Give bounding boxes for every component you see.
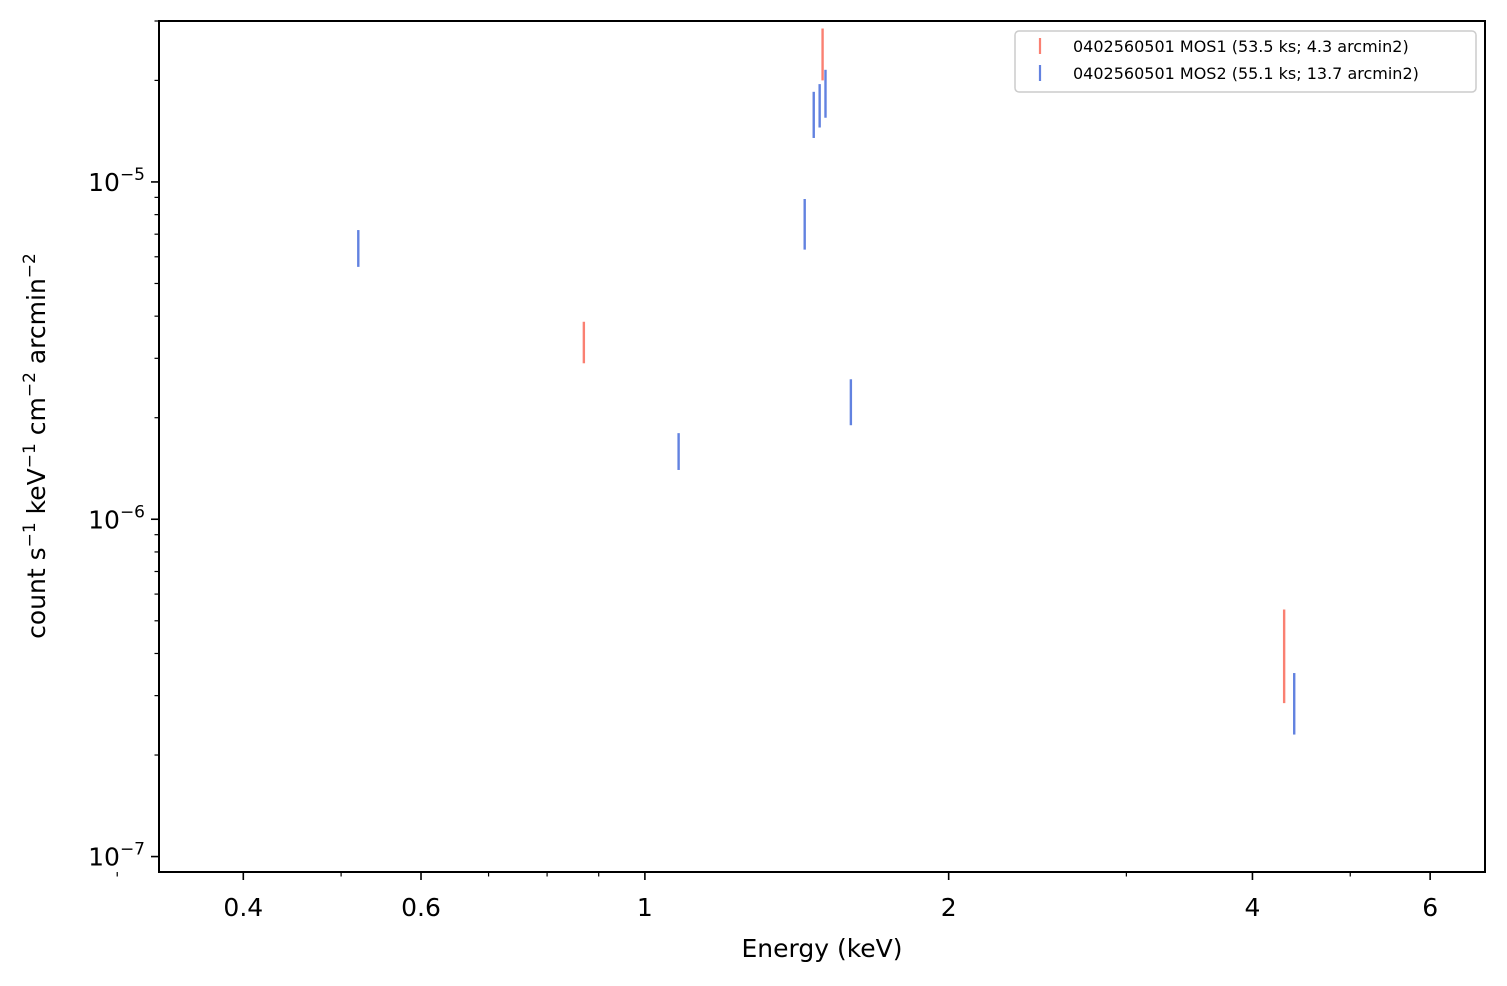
legend-box xyxy=(1014,30,1477,93)
x-axis: 0.4 0.6 1 2 4 6 xyxy=(116,872,1438,922)
legend-label: 0402560501 MOS1 (53.5 ks; 4.3 arcmin2) xyxy=(1073,37,1409,56)
x-tick-label: 1 xyxy=(637,893,653,922)
x-tick-label: 6 xyxy=(1422,893,1438,922)
y-tick-label: 10−7 xyxy=(88,840,145,872)
x-tick-label: 4 xyxy=(1244,893,1260,922)
x-tick-label: 2 xyxy=(941,893,957,922)
y-tick-label: 10−5 xyxy=(88,165,145,197)
x-tick-label: 0.4 xyxy=(223,893,263,922)
legend: 0402560501 MOS1 (53.5 ks; 4.3 arcmin2) 04… xyxy=(1014,30,1477,93)
plot-area: 0.4 0.6 1 2 4 6 10−7 10−6 10−5 xyxy=(88,20,1486,922)
series-1 xyxy=(582,28,1286,704)
x-tick-label: 0.6 xyxy=(401,893,441,922)
axes-frame xyxy=(158,20,1486,873)
x-axis-label: Energy (keV) xyxy=(741,934,902,963)
series-layer xyxy=(357,28,1296,735)
legend-label: 0402560501 MOS2 (55.1 ks; 13.7 arcmin2) xyxy=(1073,64,1419,83)
y-tick-label: 10−6 xyxy=(88,502,145,534)
y-axis: 10−7 10−6 10−5 xyxy=(88,20,159,872)
series-2 xyxy=(357,69,1296,735)
